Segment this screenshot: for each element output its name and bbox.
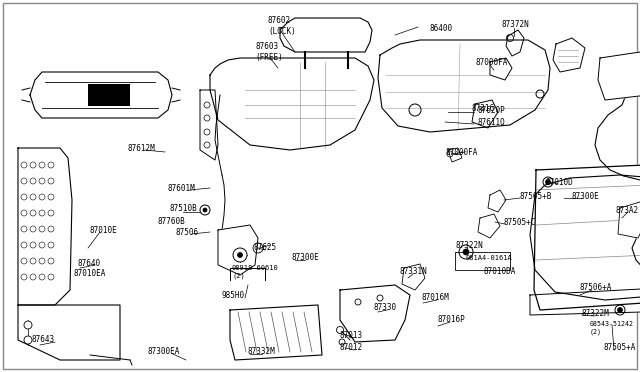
Polygon shape <box>340 285 410 342</box>
Bar <box>455 252 510 270</box>
Text: 87505+B: 87505+B <box>519 192 552 201</box>
Text: 87640: 87640 <box>78 259 101 267</box>
Polygon shape <box>490 58 512 80</box>
Circle shape <box>618 308 623 312</box>
Polygon shape <box>18 305 120 360</box>
Text: 87506+A: 87506+A <box>580 283 612 292</box>
Polygon shape <box>598 52 640 100</box>
Circle shape <box>233 248 247 262</box>
Text: 87322M: 87322M <box>582 310 610 318</box>
Text: 87612M: 87612M <box>128 144 156 153</box>
Polygon shape <box>472 100 498 128</box>
Polygon shape <box>378 40 550 132</box>
Polygon shape <box>230 305 322 360</box>
Circle shape <box>237 253 243 257</box>
Text: 87016P: 87016P <box>438 315 466 324</box>
Polygon shape <box>210 58 374 150</box>
Text: 87010D: 87010D <box>546 177 573 186</box>
Text: 87000FA: 87000FA <box>446 148 478 157</box>
Circle shape <box>24 321 32 329</box>
Text: 87300EA: 87300EA <box>148 347 180 356</box>
Circle shape <box>204 129 210 135</box>
Polygon shape <box>478 214 500 238</box>
Text: 08543-51242
(2): 08543-51242 (2) <box>590 321 634 335</box>
Circle shape <box>200 205 210 215</box>
Text: 87316: 87316 <box>472 103 495 112</box>
Text: 87010DA: 87010DA <box>484 267 516 276</box>
Text: 87643: 87643 <box>32 336 55 344</box>
Text: 87506: 87506 <box>175 228 198 237</box>
Text: 87000FA: 87000FA <box>476 58 508 67</box>
Circle shape <box>463 249 469 255</box>
Polygon shape <box>448 148 462 162</box>
Text: 873A2: 873A2 <box>616 205 639 215</box>
Text: 87300E: 87300E <box>572 192 600 201</box>
Text: 87602
(LOCK): 87602 (LOCK) <box>268 16 296 36</box>
Text: 87012: 87012 <box>340 343 363 353</box>
Circle shape <box>204 102 210 108</box>
Circle shape <box>204 115 210 121</box>
Polygon shape <box>30 72 172 118</box>
Polygon shape <box>530 285 640 315</box>
Polygon shape <box>506 30 524 56</box>
Text: 87611Q: 87611Q <box>478 118 506 126</box>
Text: 87016M: 87016M <box>422 294 450 302</box>
Text: 87010E: 87010E <box>90 225 118 234</box>
Polygon shape <box>402 264 425 290</box>
Polygon shape <box>553 38 585 72</box>
Text: 87603
(FREE): 87603 (FREE) <box>255 42 283 62</box>
Text: 87300E: 87300E <box>292 253 320 263</box>
Circle shape <box>203 208 207 212</box>
Text: 87330: 87330 <box>374 304 397 312</box>
Circle shape <box>204 142 210 148</box>
Text: 87760B: 87760B <box>157 217 185 225</box>
Polygon shape <box>534 162 640 310</box>
Polygon shape <box>488 190 506 212</box>
Text: 87010EA: 87010EA <box>73 269 106 279</box>
Text: 081A4-0161A: 081A4-0161A <box>465 255 512 261</box>
Circle shape <box>24 336 32 344</box>
Polygon shape <box>280 18 372 52</box>
Text: 87510B: 87510B <box>170 203 198 212</box>
Text: 87601M: 87601M <box>168 183 196 192</box>
Polygon shape <box>200 90 218 160</box>
Circle shape <box>545 180 550 185</box>
Polygon shape <box>530 175 640 300</box>
Text: 87620P: 87620P <box>478 106 506 115</box>
Text: 87372N: 87372N <box>502 19 530 29</box>
Text: 87332M: 87332M <box>248 347 276 356</box>
Polygon shape <box>218 225 258 275</box>
Text: 87505+C: 87505+C <box>503 218 536 227</box>
Text: 08918-60610
(2): 08918-60610 (2) <box>232 265 279 279</box>
Bar <box>88 84 130 106</box>
Text: 87505+A: 87505+A <box>604 343 636 353</box>
Text: 87013: 87013 <box>340 331 363 340</box>
Text: 985H0: 985H0 <box>222 291 245 299</box>
Text: 87625: 87625 <box>253 244 276 253</box>
Polygon shape <box>18 148 72 305</box>
Text: 86400: 86400 <box>430 23 453 32</box>
Polygon shape <box>618 202 640 238</box>
Text: 87322N: 87322N <box>456 241 484 250</box>
Text: 87331N: 87331N <box>400 267 428 276</box>
